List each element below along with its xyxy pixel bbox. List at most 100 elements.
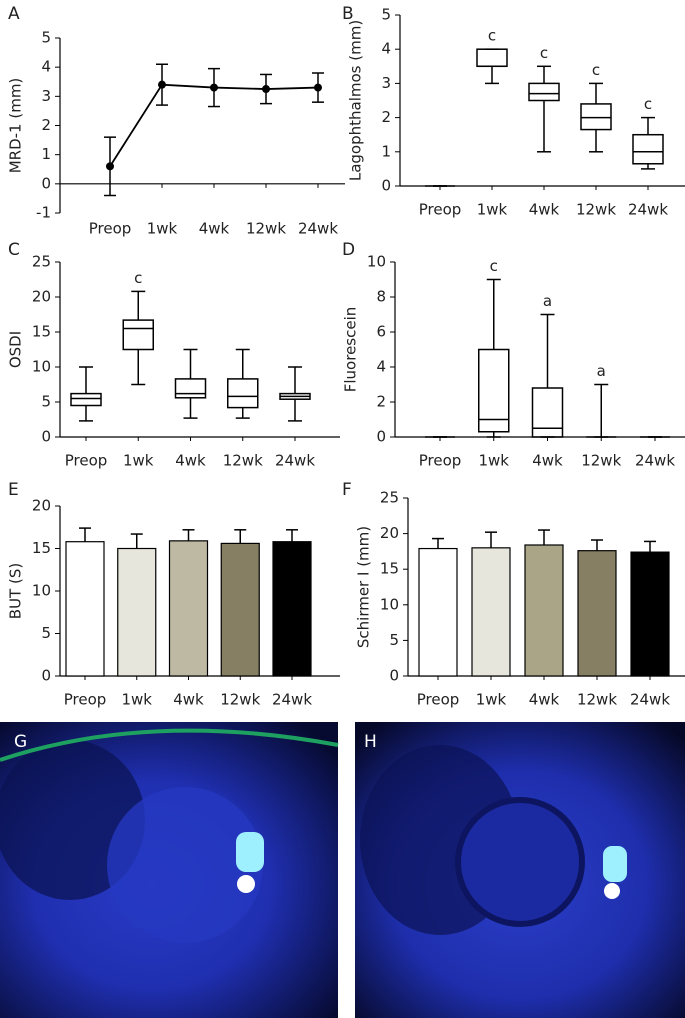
- x-tick-label: 4wk: [529, 691, 560, 709]
- y-axis-label: BUT (S): [7, 563, 25, 619]
- y-tick-label: 4: [41, 58, 51, 76]
- annotation: c: [540, 44, 548, 62]
- x-tick-label: 4wk: [532, 452, 563, 470]
- y-axis-label: Fluorescein: [342, 307, 360, 393]
- bar: [65, 541, 105, 677]
- y-tick-label: 0: [41, 428, 51, 446]
- panel-label: G: [14, 732, 27, 752]
- panel-label: E: [8, 480, 19, 500]
- y-tick-label: 10: [367, 253, 386, 271]
- box: [478, 348, 510, 433]
- x-tick-label: Preop: [419, 201, 462, 219]
- y-axis-label: MRD-1 (mm): [7, 78, 25, 174]
- x-tick-label: 1wk: [122, 691, 153, 709]
- box: [531, 387, 564, 438]
- panel: C OSDI 0 5 10 15 20 25 Preop 1wk 4wk 12wk 24wk c: [7, 240, 340, 470]
- bar: [220, 542, 260, 677]
- photo-h: H: [355, 722, 685, 1018]
- annotation: a: [543, 292, 552, 310]
- y-tick-label: 25: [380, 489, 399, 507]
- y-tick-label: 2: [381, 108, 391, 126]
- y-tick-label: 1: [381, 142, 391, 160]
- bar: [117, 547, 157, 677]
- x-tick-label: 4wk: [529, 201, 560, 219]
- y-tick-label: 8: [376, 288, 386, 306]
- y-tick-label: 1: [41, 145, 51, 163]
- box: [632, 133, 664, 165]
- box: [122, 319, 154, 351]
- x-tick-label: 1wk: [476, 691, 507, 709]
- x-tick-label: 12wk: [576, 201, 616, 219]
- y-tick-label: 10: [32, 582, 51, 600]
- panel-label: F: [342, 480, 352, 500]
- bar: [418, 547, 458, 677]
- y-tick-label: 15: [32, 323, 51, 341]
- x-tick-label: 12wk: [577, 691, 617, 709]
- panel: E BUT (S) 0 5 10 15 20 Preop 1wk 4wk 12wk 24wk: [7, 480, 340, 709]
- box: [227, 378, 259, 409]
- y-tick-label: 0: [381, 177, 391, 195]
- y-tick-label: 0: [41, 174, 51, 192]
- x-tick-label: 12wk: [223, 452, 263, 470]
- x-tick-label: Preop: [89, 220, 132, 238]
- point: [314, 83, 322, 92]
- point: [158, 80, 166, 89]
- panel-label: D: [342, 240, 355, 260]
- panel: F Schirmer I (mm) 0 5 10 15 20 25 Preop 1wk 4wk 12w…: [342, 480, 685, 709]
- x-tick-label: Preop: [419, 452, 462, 470]
- y-tick-label: 5: [41, 29, 51, 47]
- x-tick-label: 24wk: [275, 452, 315, 470]
- y-tick-label: 3: [41, 87, 51, 105]
- y-tick-label: 6: [376, 323, 386, 341]
- y-tick-label: 4: [381, 40, 391, 58]
- box: [174, 378, 207, 399]
- x-tick-label: 4wk: [175, 452, 206, 470]
- x-tick-label: 24wk: [272, 691, 312, 709]
- y-tick-label: 3: [381, 74, 391, 92]
- bar: [577, 550, 617, 677]
- x-tick-label: Preop: [417, 691, 460, 709]
- y-tick-label: 4: [376, 358, 386, 376]
- y-tick-label: 20: [32, 497, 51, 515]
- box: [70, 392, 102, 407]
- x-tick-label: 1wk: [477, 201, 508, 219]
- panel-label: B: [342, 4, 354, 24]
- y-tick-label: 2: [376, 393, 386, 411]
- bar: [630, 551, 670, 677]
- x-tick-label: 1wk: [123, 452, 154, 470]
- bar: [272, 541, 312, 677]
- y-axis-label: Lagophthalmos (mm): [347, 20, 365, 181]
- panel: A MRD-1 (mm) -1 0 1 2 3 4 5 Preop 1wk 4wk 12wk 24wk: [7, 4, 345, 238]
- x-tick-label: 12wk: [246, 220, 286, 238]
- x-tick-label: Preop: [65, 452, 108, 470]
- y-tick-label: 20: [380, 524, 399, 542]
- x-tick-label: 12wk: [220, 691, 260, 709]
- y-tick-label: 25: [32, 253, 51, 271]
- y-tick-label: 0: [389, 667, 399, 685]
- bar: [471, 547, 511, 677]
- y-tick-label: 2: [41, 116, 51, 134]
- box: [528, 82, 560, 102]
- y-axis-label: OSDI: [7, 331, 25, 368]
- box: [580, 103, 612, 131]
- panel-label: C: [8, 240, 20, 260]
- y-tick-label: -1: [36, 204, 51, 222]
- x-tick-label: 24wk: [630, 691, 670, 709]
- point: [210, 83, 218, 92]
- x-tick-label: 4wk: [199, 220, 230, 238]
- y-tick-label: 10: [32, 358, 51, 376]
- y-tick-label: 5: [41, 624, 51, 642]
- x-tick-label: 24wk: [628, 201, 668, 219]
- x-tick-label: 12wk: [581, 452, 621, 470]
- box: [476, 48, 508, 68]
- y-tick-label: 15: [380, 560, 399, 578]
- y-tick-label: 0: [41, 667, 51, 685]
- y-tick-label: 15: [32, 539, 51, 557]
- panel-label: A: [8, 4, 20, 24]
- panel: D Fluorescein 0 2 4 6 8 10 Preop 1wk 4wk 12wk 24wk c a…: [342, 240, 685, 470]
- annotation: c: [592, 61, 600, 79]
- y-tick-label: 20: [32, 288, 51, 306]
- y-tick-label: 5: [381, 6, 391, 24]
- x-tick-label: 24wk: [298, 220, 338, 238]
